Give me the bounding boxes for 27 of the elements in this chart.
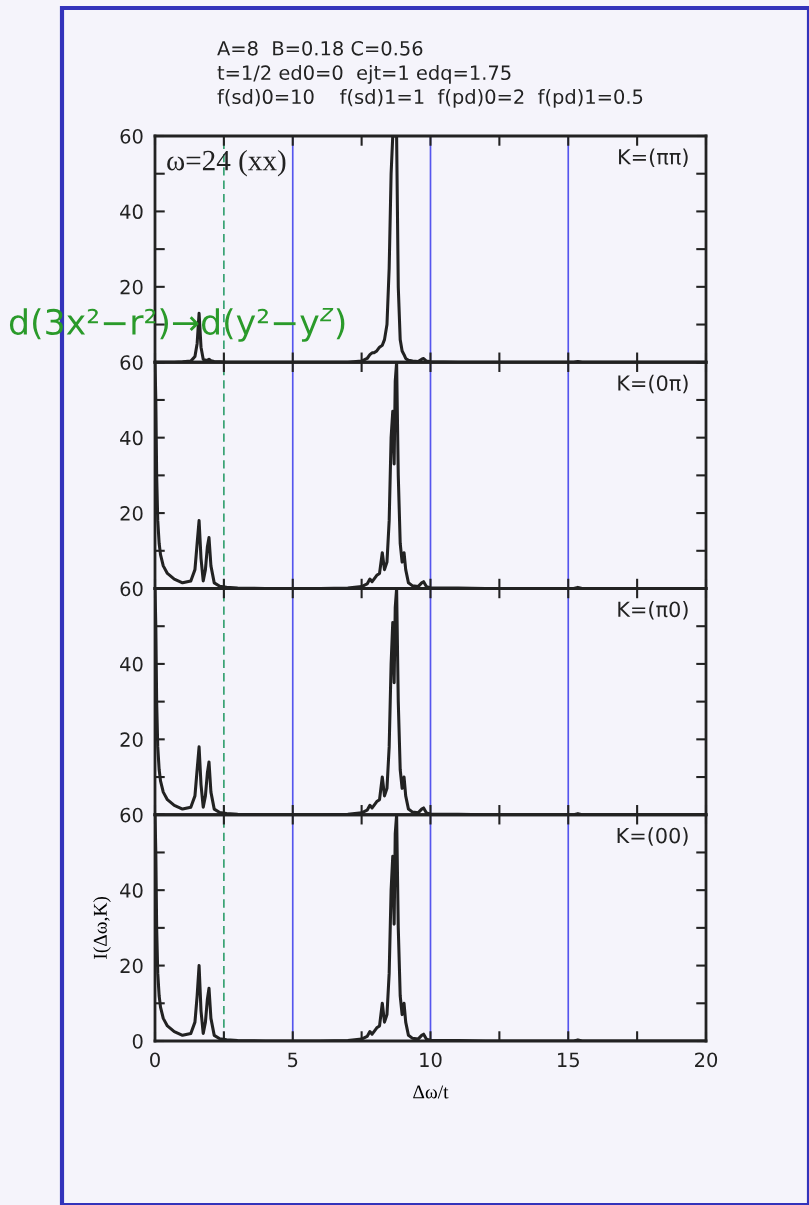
y-tick-label: 60 bbox=[120, 128, 143, 144]
x-axis-title: Δω/t bbox=[413, 1085, 449, 1099]
annotation: K=(ππ) bbox=[619, 148, 688, 168]
y-tick-label: 20 bbox=[120, 732, 143, 747]
annotation: ω=24 (xx) bbox=[167, 149, 286, 177]
y-tick-label: 60 bbox=[120, 807, 143, 823]
x-tick-label: 15 bbox=[558, 1052, 579, 1068]
y-tick-label: 20 bbox=[120, 506, 143, 521]
annotation: K=(0π) bbox=[618, 374, 688, 394]
annotation: K=(00) bbox=[617, 827, 688, 846]
x-tick-label: 20 bbox=[695, 1052, 718, 1068]
x-tick-label: 10 bbox=[420, 1052, 442, 1068]
y-tick-label: 40 bbox=[120, 430, 143, 446]
y-tick-label: 40 bbox=[120, 656, 143, 672]
y-tick-label: 60 bbox=[120, 355, 143, 370]
y-tick-label: 20 bbox=[120, 958, 143, 974]
y-axis-title: I(Δω,K) bbox=[93, 896, 111, 959]
y-tick-label: 40 bbox=[120, 883, 143, 898]
chart-subtitle: t=1/2 ed0=0 ejt=1 edq=1.75 f(sd)0=10 f(sd)1=1 f(pd)0=2 f(pd)1=0.5 bbox=[217, 65, 643, 108]
y-tick-label: 0 bbox=[132, 1033, 143, 1049]
y-tick-label: 20 bbox=[120, 279, 143, 295]
annotation: K=(π0) bbox=[618, 601, 688, 620]
x-tick-label: 5 bbox=[288, 1052, 298, 1068]
y-tick-label: 60 bbox=[120, 581, 143, 597]
y-tick-label: 40 bbox=[120, 204, 143, 220]
x-tick-label: 0 bbox=[150, 1052, 160, 1068]
chart-title: A=8 B=0.18 C=0.56 bbox=[217, 40, 423, 56]
